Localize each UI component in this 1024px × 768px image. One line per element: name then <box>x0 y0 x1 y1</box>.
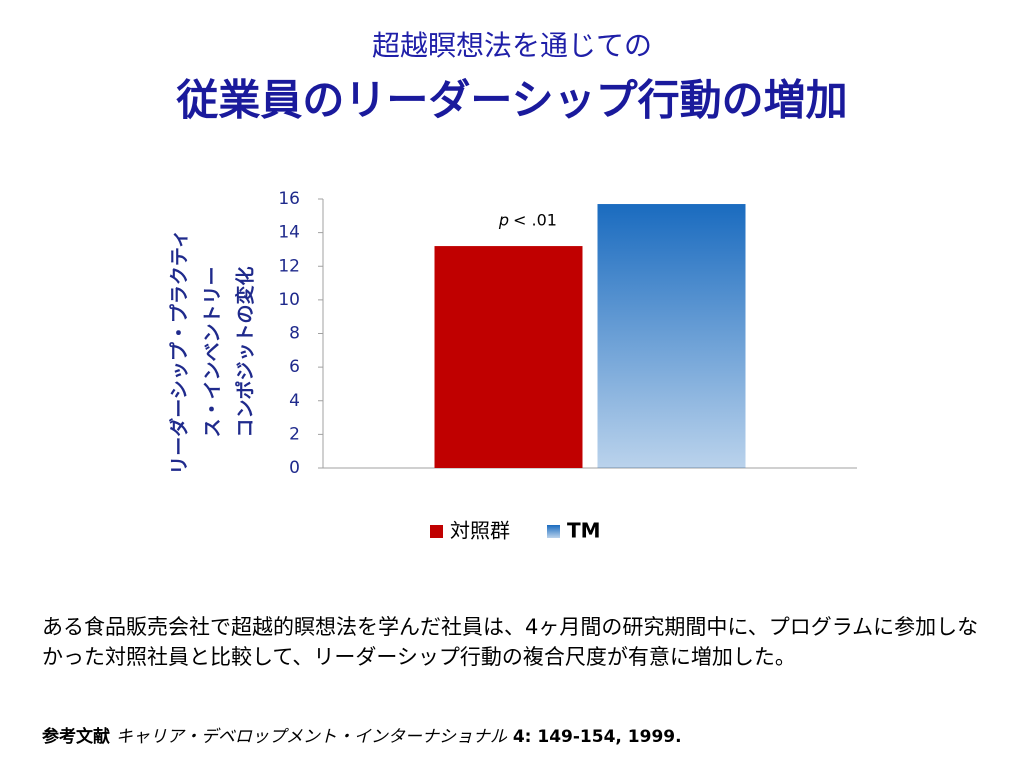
y-axis-label: ス・インベントリー <box>202 266 224 437</box>
annotation: p <box>498 211 509 230</box>
caption: ある食品販売会社で超越的瞑想法を学んだ社員は、4ヶ月間の研究期間中に、プログラム… <box>42 615 979 669</box>
chart: 超越瞑想法を通じての 従業員のリーダーシップ行動の増加 0 2 4 6 8 10 12 14 1… <box>168 29 857 543</box>
legend-swatch <box>547 525 560 538</box>
y-tick-label: 10 <box>278 290 300 310</box>
bar <box>597 204 746 468</box>
y-tick-label: 0 <box>289 458 300 478</box>
reference-citation: 4: 149-154, 1999. <box>512 727 682 747</box>
chart-title: 従業員のリーダーシップ行動の増加 <box>175 76 847 125</box>
y-tick-label: 2 <box>289 424 300 444</box>
legend-label: TM <box>567 519 601 543</box>
legend-swatch <box>430 525 443 538</box>
y-tick-label: 8 <box>289 324 300 344</box>
annotation: < .01 <box>513 211 557 230</box>
y-tick-label: 4 <box>289 391 300 411</box>
reference-label: 参考文献 <box>42 727 110 747</box>
legend-label: 対照群 <box>450 519 510 543</box>
y-tick-label: 12 <box>278 256 300 276</box>
y-tick-label: 16 <box>278 189 300 209</box>
reference-source: キャリア・デベロップメント・インターナショナル <box>115 727 507 747</box>
bar <box>434 246 583 468</box>
y-axis-label: コンポジットの変化 <box>234 266 257 437</box>
y-axis-label: リーダーシップ・プラクティ <box>168 229 191 474</box>
chart-subtitle: 超越瞑想法を通じての <box>372 29 652 62</box>
reference: 参考文献 キャリア・デベロップメント・インターナショナル 4: 149-154,… <box>42 722 682 747</box>
y-tick-label: 14 <box>278 223 300 243</box>
y-tick-label: 6 <box>289 357 300 377</box>
